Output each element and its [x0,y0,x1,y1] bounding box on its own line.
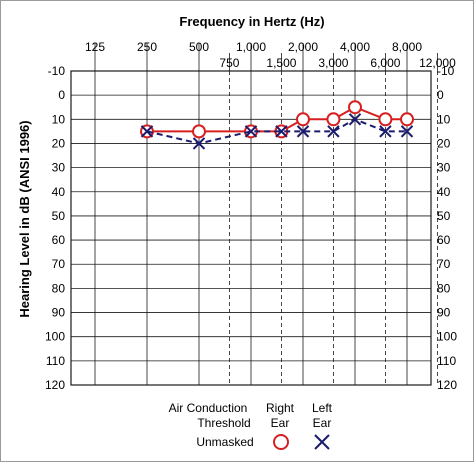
data-point-circle [192,124,206,139]
x-tick-label-octave: 4,000 [340,40,370,54]
data-point-x-stroke [275,125,288,138]
data-point-x-stroke [244,125,258,138]
data-point-x-stroke [140,125,154,138]
x-tick-label-interoctave: 750 [219,56,239,70]
y-tick-label-right: 0 [437,88,444,102]
grid [71,43,438,386]
legend-right-line2: Ear [271,416,290,430]
y-tick-label-left: 120 [45,378,65,392]
data-point-x [275,125,288,138]
y-tick-label-right: 20 [437,136,451,150]
series-line-left-ear [146,118,407,145]
data-point-x-stroke [327,125,340,138]
data-point-x [327,125,340,138]
data-point-x-stroke [296,125,310,138]
y-tick-label-right: 70 [437,257,451,271]
data-point-circle [400,112,414,127]
x-tick-label-octave: 250 [137,40,157,54]
plot-border [70,70,432,386]
data-point-x [379,125,392,138]
y-tick-label-right: 50 [437,209,451,223]
y-tick-label-left: 10 [52,112,66,126]
y-tick-label-left: 100 [45,330,65,344]
data-point-x [400,125,414,138]
x-tick-label-octave: 2,000 [288,40,318,54]
y-tick-label-right: 110 [437,354,456,368]
y-tick-label-left: 0 [58,88,65,102]
data-point-circle [378,112,393,127]
tick-labels: -10 -10 0 0 10 10 20 20 30 30 40 40 50 50 60 60 70 70 80 80… [45,40,457,392]
x-tick-label-interoctave: 1,500 [266,56,296,70]
y-tick-label-right: 100 [437,330,457,344]
x-tick-label-octave: 8,000 [392,40,422,54]
data-point-x-stroke [348,113,362,126]
data-point-circle [348,100,362,115]
legend-left-line2: Ear [313,416,332,430]
y-axis-label: Hearing Level in dB (ANSI 1996) [17,120,32,317]
legend: Air Conduction Threshold Right Ear Left … [169,401,333,450]
legend-left-ear-x-icon [314,434,330,450]
data-point-x [140,125,154,138]
x-tick-label-interoctave: 6,000 [370,56,400,70]
legend-header-line2: Threshold [197,416,250,430]
y-tick-label-left: 70 [52,257,66,271]
y-tick-label-left: 110 [46,354,65,368]
x-tick-label-interoctave: 12,000 [419,56,456,70]
legend-right-ear-circle-icon [273,434,289,450]
y-tick-label-left: 40 [52,185,66,199]
y-tick-label-right: -10 [437,64,455,78]
data-point-x-stroke [400,125,414,138]
y-tick-label-left: 80 [52,281,66,295]
y-tick-label-right: 60 [437,233,451,247]
y-tick-label-right: 90 [437,306,451,320]
data-point-x [348,113,362,126]
y-tick-label-right: 120 [437,378,457,392]
data-series [140,100,414,150]
y-tick-label-right: 10 [437,112,451,126]
chart-title: Frequency in Hertz (Hz) [179,14,324,29]
y-tick-label-left: -10 [48,64,66,78]
legend-left-line1: Left [312,401,333,415]
legend-row-unmasked: Unmasked [196,435,253,449]
y-tick-label-left: 30 [52,161,66,175]
x-tick-label-interoctave: 3,000 [318,56,348,70]
y-tick-label-right: 40 [437,185,451,199]
y-tick-label-left: 90 [52,306,66,320]
legend-header-line1: Air Conduction [169,401,248,415]
y-tick-label-left: 60 [52,233,66,247]
x-tick-label-octave: 1,000 [236,40,266,54]
y-tick-label-right: 30 [437,161,451,175]
data-point-circle [326,112,341,127]
legend-right-line1: Right [266,401,295,415]
y-tick-label-left: 20 [52,136,66,150]
data-point-x [192,137,206,150]
data-point-circle [296,112,310,127]
x-tick-label-octave: 125 [85,40,105,54]
data-point-x-stroke [192,137,206,150]
series-left-ear [140,113,414,150]
data-point-x [296,125,310,138]
data-point-x-stroke [379,125,392,138]
y-tick-label-left: 50 [52,209,66,223]
y-tick-label-right: 80 [437,281,451,295]
x-tick-label-octave: 500 [189,40,209,54]
data-point-x [244,125,258,138]
